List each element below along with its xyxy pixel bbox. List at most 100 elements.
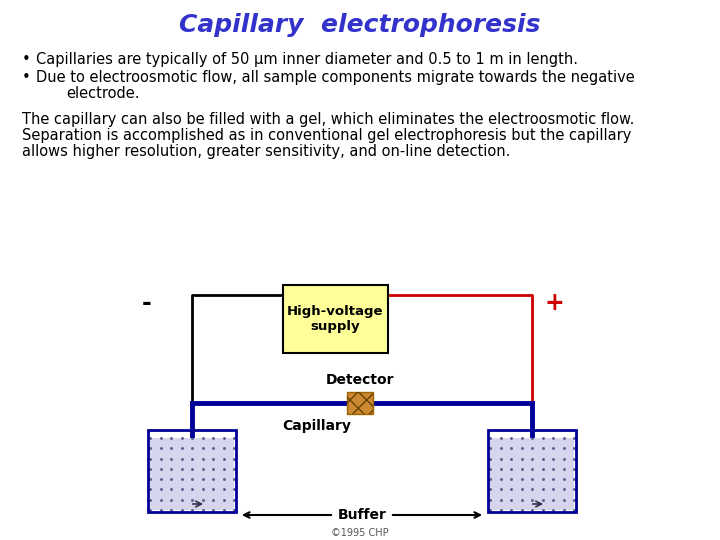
- Point: [495, 495, 506, 504]
- Point: [144, 464, 156, 473]
- Point: [197, 485, 208, 494]
- Point: [176, 505, 187, 514]
- Point: [558, 475, 570, 483]
- Point: [166, 464, 177, 473]
- Point: [495, 444, 506, 453]
- Point: [228, 475, 240, 483]
- Point: [166, 495, 177, 504]
- Point: [526, 454, 538, 463]
- Point: [547, 475, 559, 483]
- Point: [197, 464, 208, 473]
- Point: [176, 475, 187, 483]
- Point: [217, 485, 229, 494]
- Bar: [488, 430, 576, 512]
- Point: [505, 485, 517, 494]
- Point: [505, 434, 517, 442]
- Point: [166, 505, 177, 514]
- Point: [536, 434, 548, 442]
- Point: [228, 454, 240, 463]
- Text: Due to electroosmotic flow, all sample components migrate towards the negative: Due to electroosmotic flow, all sample c…: [36, 70, 635, 85]
- Point: [547, 434, 559, 442]
- Text: Separation is accomplished as in conventional gel electrophoresis but the capill: Separation is accomplished as in convent…: [22, 128, 631, 143]
- Bar: [347, 392, 373, 414]
- Point: [155, 505, 166, 514]
- Point: [516, 475, 527, 483]
- Point: [197, 505, 208, 514]
- Point: [176, 495, 187, 504]
- Point: [155, 485, 166, 494]
- Point: [547, 464, 559, 473]
- Text: +: +: [544, 291, 564, 315]
- Point: [558, 464, 570, 473]
- Point: [144, 505, 156, 514]
- Point: [207, 464, 219, 473]
- Point: [547, 454, 559, 463]
- Point: [485, 444, 496, 453]
- Point: [568, 464, 580, 473]
- Point: [505, 454, 517, 463]
- Text: Detector: Detector: [325, 373, 395, 387]
- Bar: [490, 438, 574, 510]
- Point: [568, 485, 580, 494]
- Point: [217, 444, 229, 453]
- Point: [228, 434, 240, 442]
- Point: [186, 444, 198, 453]
- Point: [558, 454, 570, 463]
- Point: [207, 454, 219, 463]
- Point: [526, 444, 538, 453]
- Point: [536, 444, 548, 453]
- Point: [547, 505, 559, 514]
- Point: [155, 454, 166, 463]
- Point: [495, 434, 506, 442]
- Point: [526, 434, 538, 442]
- Point: [155, 434, 166, 442]
- Point: [568, 444, 580, 453]
- Point: [144, 475, 156, 483]
- Point: [186, 495, 198, 504]
- Point: [228, 464, 240, 473]
- Point: [144, 485, 156, 494]
- Point: [485, 475, 496, 483]
- Point: [207, 485, 219, 494]
- Point: [228, 444, 240, 453]
- Point: [536, 485, 548, 494]
- Point: [144, 444, 156, 453]
- Point: [568, 495, 580, 504]
- Point: [536, 464, 548, 473]
- Point: [155, 475, 166, 483]
- Point: [207, 475, 219, 483]
- Point: [536, 475, 548, 483]
- Point: [144, 454, 156, 463]
- Point: [217, 464, 229, 473]
- Point: [495, 464, 506, 473]
- Point: [186, 475, 198, 483]
- Point: [217, 475, 229, 483]
- Point: [558, 505, 570, 514]
- Point: [495, 505, 506, 514]
- Point: [485, 495, 496, 504]
- Point: [217, 505, 229, 514]
- Point: [207, 505, 219, 514]
- Point: [516, 505, 527, 514]
- Bar: [148, 430, 236, 512]
- Point: [558, 444, 570, 453]
- Point: [228, 505, 240, 514]
- Point: [526, 464, 538, 473]
- Point: [166, 475, 177, 483]
- Point: [568, 434, 580, 442]
- Point: [526, 495, 538, 504]
- Point: [536, 495, 548, 504]
- Point: [166, 454, 177, 463]
- Point: [197, 475, 208, 483]
- Text: High-voltage
supply: High-voltage supply: [287, 305, 384, 333]
- Point: [197, 444, 208, 453]
- Point: [155, 464, 166, 473]
- Point: [176, 434, 187, 442]
- Text: Capillary  electrophoresis: Capillary electrophoresis: [179, 13, 541, 37]
- Point: [568, 505, 580, 514]
- Point: [495, 454, 506, 463]
- Point: [516, 434, 527, 442]
- Point: [485, 454, 496, 463]
- Point: [526, 475, 538, 483]
- Point: [217, 454, 229, 463]
